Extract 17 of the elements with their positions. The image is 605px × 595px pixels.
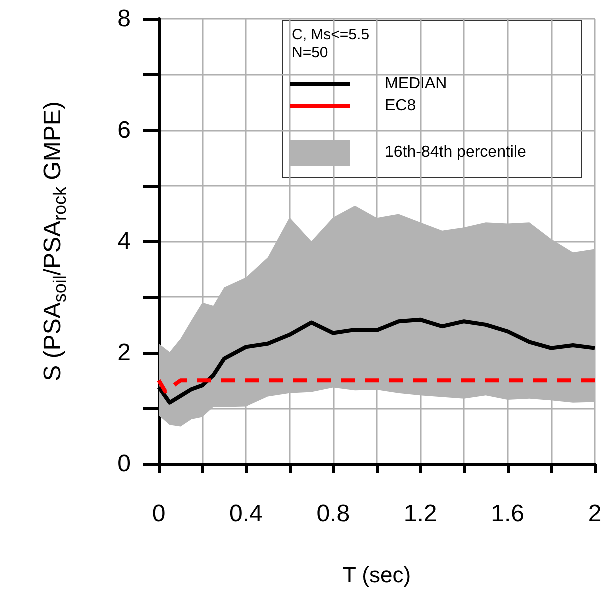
x-tick-label: 0.8 xyxy=(316,500,350,528)
x-tick-label: 1.2 xyxy=(404,500,438,528)
x-axis-title: T (sec) xyxy=(342,562,412,588)
legend-label: MEDIAN xyxy=(385,76,448,92)
x-tick-label: 2 xyxy=(588,500,602,528)
y-tick-label: 4 xyxy=(118,228,131,255)
x-tick-label: 1.6 xyxy=(491,500,524,528)
y-tick-label: 0 xyxy=(118,450,131,478)
y-axis-title: S (PSAsoil/PSArock GMPE) xyxy=(40,102,70,382)
legend-label: EC8 xyxy=(385,98,416,114)
y-tick-label: 6 xyxy=(118,116,131,144)
x-tick-label: 0.4 xyxy=(230,500,263,528)
y-tick-label: 2 xyxy=(118,339,131,366)
x-tick-label: 0 xyxy=(152,500,166,528)
legend-title: C, Ms<=5.5 N=50 xyxy=(292,26,370,62)
y-tick-label: 8 xyxy=(118,6,131,32)
annotation: 16th-84th percentile xyxy=(385,143,526,163)
